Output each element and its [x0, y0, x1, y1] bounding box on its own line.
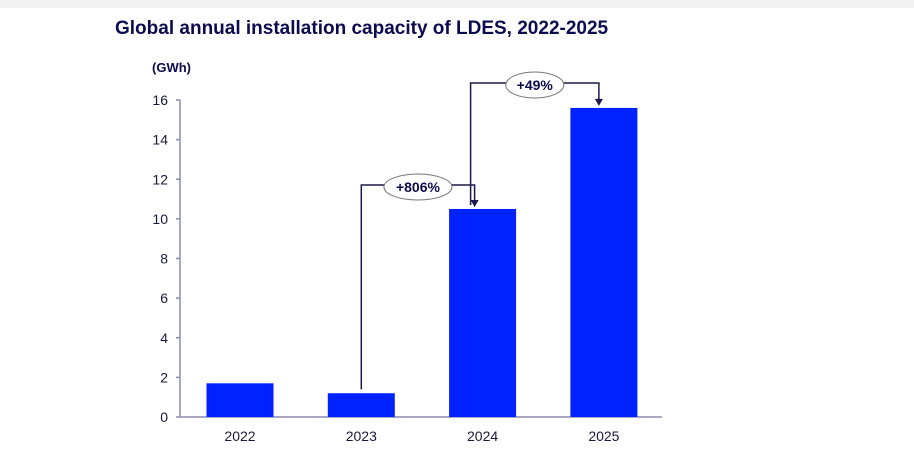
- y-tick-label: 14: [152, 132, 168, 148]
- bar-2025: [570, 107, 638, 418]
- bar-2022: [206, 383, 274, 417]
- top-strip: [0, 0, 914, 8]
- y-tick-label: 10: [152, 211, 168, 227]
- y-tick-label: 12: [152, 171, 168, 187]
- y-axis-unit-label: (GWh): [152, 60, 191, 75]
- y-tick-label: 16: [152, 92, 168, 108]
- growth-label-bubble: [383, 173, 453, 201]
- x-tick-label: 2022: [224, 428, 255, 444]
- y-tick-label: 8: [160, 251, 168, 267]
- y-tick-label: 2: [160, 369, 168, 385]
- arrow-down-icon: [470, 199, 479, 207]
- arrow-down-icon: [594, 98, 603, 106]
- growth-label: +806%: [396, 179, 441, 195]
- x-tick-label: 2023: [346, 428, 377, 444]
- x-tick-label: 2025: [588, 428, 619, 444]
- y-tick-label: 6: [160, 290, 168, 306]
- y-tick-label: 0: [160, 409, 168, 425]
- growth-label: +49%: [517, 77, 554, 93]
- y-tick-label: 4: [160, 330, 168, 346]
- growth-label-bubble: [505, 71, 565, 99]
- bar-2023: [327, 393, 395, 417]
- x-tick-label: 2024: [467, 428, 498, 444]
- chart-title: Global annual installation capacity of L…: [115, 18, 609, 39]
- bar-2024: [449, 208, 517, 417]
